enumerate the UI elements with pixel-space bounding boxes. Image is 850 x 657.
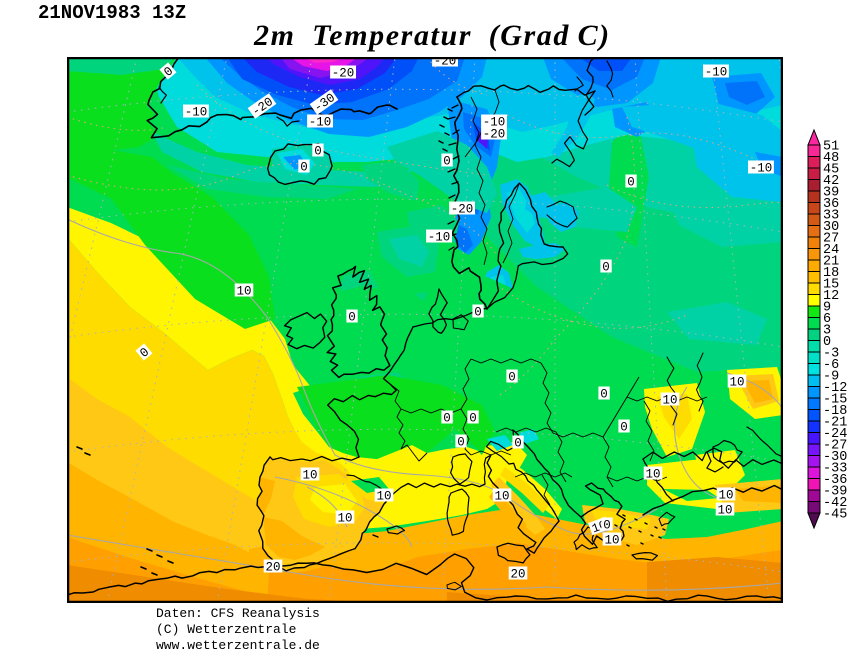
svg-text:10: 10 [236, 284, 251, 298]
svg-text:0: 0 [300, 160, 308, 174]
svg-text:-15: -15 [823, 393, 847, 408]
svg-text:36: 36 [823, 197, 839, 212]
svg-text:10: 10 [662, 393, 677, 407]
svg-text:10: 10 [604, 533, 619, 547]
svg-text:-24: -24 [823, 427, 847, 442]
svg-text:0: 0 [823, 335, 831, 350]
svg-text:9: 9 [823, 301, 831, 316]
svg-text:10: 10 [645, 467, 660, 481]
svg-text:0: 0 [508, 370, 516, 384]
svg-text:-9: -9 [823, 370, 839, 385]
svg-text:0: 0 [314, 144, 322, 158]
svg-text:-42: -42 [823, 496, 847, 511]
svg-text:-12: -12 [823, 381, 847, 396]
svg-text:-20: -20 [451, 202, 474, 216]
svg-text:0: 0 [469, 411, 477, 425]
svg-text:-6: -6 [823, 358, 839, 373]
svg-text:-20: -20 [332, 66, 355, 80]
svg-text:-10: -10 [750, 161, 773, 175]
svg-text:30: 30 [823, 220, 839, 235]
svg-text:-10: -10 [483, 115, 506, 129]
svg-text:-20: -20 [483, 127, 506, 141]
svg-text:-3: -3 [823, 347, 839, 362]
svg-text:-27: -27 [823, 439, 847, 454]
svg-text:18: 18 [823, 266, 839, 281]
svg-text:21: 21 [823, 255, 839, 270]
svg-text:10: 10 [494, 489, 509, 503]
svg-text:0: 0 [600, 387, 608, 401]
svg-text:48: 48 [823, 151, 839, 166]
svg-text:0: 0 [443, 411, 451, 425]
svg-text:-36: -36 [823, 473, 847, 488]
svg-text:0: 0 [474, 305, 482, 319]
svg-text:20: 20 [265, 560, 280, 574]
svg-text:0: 0 [627, 175, 635, 189]
svg-text:42: 42 [823, 174, 839, 189]
svg-text:-30: -30 [823, 450, 847, 465]
svg-text:0: 0 [602, 260, 610, 274]
svg-text:0: 0 [348, 310, 356, 324]
svg-text:12: 12 [823, 289, 839, 304]
svg-text:51: 51 [823, 140, 839, 155]
svg-text:-20: -20 [434, 57, 457, 68]
svg-text:0: 0 [603, 518, 611, 532]
svg-text:-39: -39 [823, 485, 847, 500]
svg-text:0: 0 [514, 436, 522, 450]
svg-text:6: 6 [823, 312, 831, 327]
svg-text:24: 24 [823, 243, 839, 258]
svg-text:0: 0 [620, 420, 628, 434]
svg-text:-33: -33 [823, 462, 847, 477]
svg-text:-45: -45 [823, 508, 847, 523]
svg-text:20: 20 [510, 567, 525, 581]
svg-text:3: 3 [823, 324, 831, 339]
svg-text:-10: -10 [428, 230, 451, 244]
svg-text:0: 0 [443, 154, 451, 168]
svg-text:-10: -10 [309, 115, 332, 129]
svg-text:-18: -18 [823, 404, 847, 419]
svg-text:27: 27 [823, 232, 839, 247]
svg-text:-10: -10 [705, 65, 728, 79]
svg-text:10: 10 [376, 489, 391, 503]
svg-text:10: 10 [302, 468, 317, 482]
svg-text:15: 15 [823, 278, 839, 293]
svg-text:0: 0 [457, 435, 465, 449]
svg-text:10: 10 [729, 375, 744, 389]
svg-text:10: 10 [717, 503, 732, 517]
svg-text:10: 10 [718, 488, 733, 502]
svg-text:39: 39 [823, 186, 839, 201]
svg-text:-10: -10 [185, 105, 208, 119]
svg-text:10: 10 [337, 511, 352, 525]
svg-text:33: 33 [823, 209, 839, 224]
svg-text:45: 45 [823, 163, 839, 178]
svg-text:-21: -21 [823, 416, 847, 431]
